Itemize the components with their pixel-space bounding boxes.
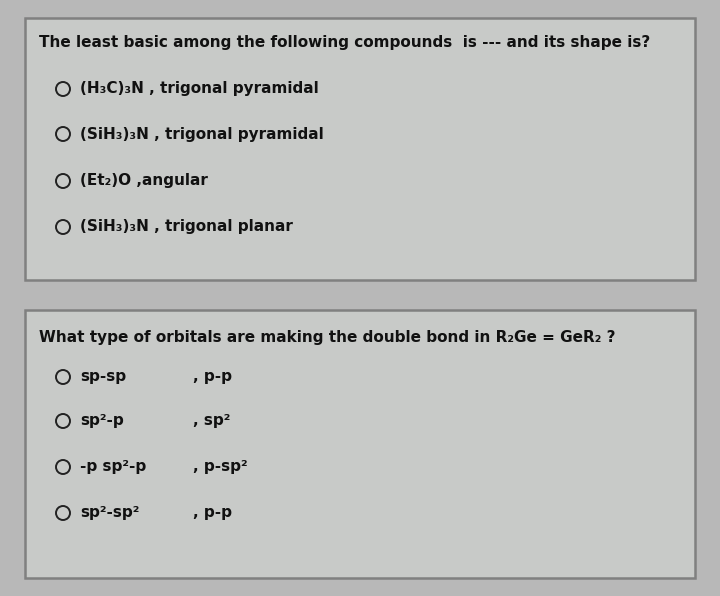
Text: sp²-sp²: sp²-sp² xyxy=(80,505,140,520)
Text: (H₃C)₃N , trigonal pyramidal: (H₃C)₃N , trigonal pyramidal xyxy=(80,82,319,97)
Text: What type of orbitals are making the double bond in R₂Ge = GeR₂ ?: What type of orbitals are making the dou… xyxy=(39,330,616,345)
Text: (SiH₃)₃N , trigonal planar: (SiH₃)₃N , trigonal planar xyxy=(80,219,293,234)
Text: , sp²: , sp² xyxy=(193,414,230,429)
Text: , p-p: , p-p xyxy=(193,370,232,384)
Text: , p-p: , p-p xyxy=(193,505,232,520)
Text: sp²-p: sp²-p xyxy=(80,414,124,429)
FancyBboxPatch shape xyxy=(25,18,695,280)
Text: (SiH₃)₃N , trigonal pyramidal: (SiH₃)₃N , trigonal pyramidal xyxy=(80,126,324,141)
Text: , p-sp²: , p-sp² xyxy=(193,460,248,474)
FancyBboxPatch shape xyxy=(25,310,695,578)
Text: (Et₂)O ,angular: (Et₂)O ,angular xyxy=(80,173,208,188)
Text: sp-sp: sp-sp xyxy=(80,370,126,384)
Text: -p sp²-p: -p sp²-p xyxy=(80,460,146,474)
Text: The least basic among the following compounds  is --- and its shape is?: The least basic among the following comp… xyxy=(39,35,650,50)
